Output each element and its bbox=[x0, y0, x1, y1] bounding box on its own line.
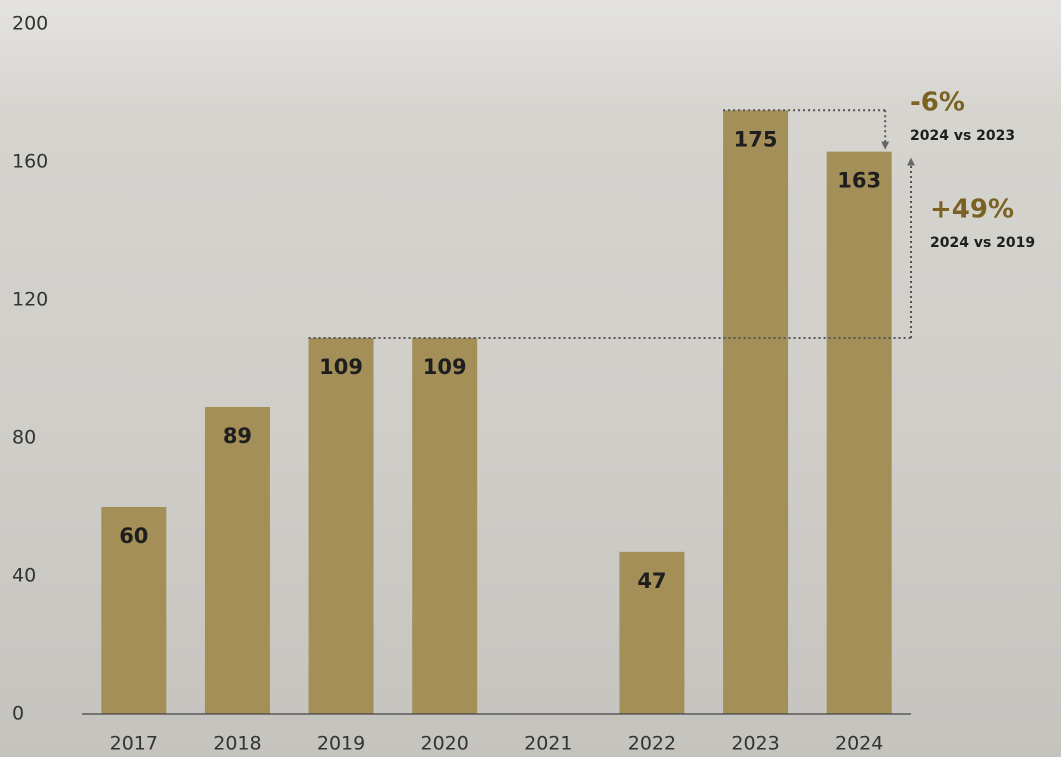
y-tick-label: 160 bbox=[12, 151, 48, 173]
value-label: 109 bbox=[423, 355, 467, 379]
value-label: 163 bbox=[837, 169, 881, 193]
annotation-note: 2024 vs 2023 bbox=[910, 128, 1015, 144]
bar bbox=[723, 110, 789, 714]
x-tick-label: 2024 bbox=[835, 733, 883, 755]
y-tick-label: 200 bbox=[12, 13, 48, 35]
x-tick-label: 2022 bbox=[628, 733, 676, 755]
value-label: 60 bbox=[119, 524, 148, 548]
bar bbox=[412, 337, 478, 714]
bar bbox=[826, 151, 892, 714]
x-tick-label: 2019 bbox=[317, 733, 365, 755]
bar bbox=[619, 551, 685, 714]
annotation: -6% bbox=[910, 88, 965, 118]
value-label: 89 bbox=[223, 424, 252, 448]
bar bbox=[308, 337, 374, 714]
x-tick-label: 2021 bbox=[524, 733, 572, 755]
bar bbox=[204, 406, 270, 714]
y-tick-label: 120 bbox=[12, 289, 48, 311]
annotation-note: 2024 vs 2019 bbox=[930, 235, 1035, 251]
value-label: 47 bbox=[637, 569, 666, 593]
y-tick-label: 0 bbox=[12, 703, 24, 725]
y-tick-label: 40 bbox=[12, 565, 36, 587]
value-label: 109 bbox=[319, 355, 363, 379]
x-tick-label: 2018 bbox=[213, 733, 261, 755]
annotation: +49% bbox=[930, 195, 1014, 225]
y-tick-label: 80 bbox=[12, 427, 36, 449]
x-tick-label: 2023 bbox=[731, 733, 779, 755]
x-tick-label: 2020 bbox=[421, 733, 469, 755]
bar bbox=[101, 507, 167, 714]
value-label: 175 bbox=[734, 127, 778, 151]
x-tick-label: 2017 bbox=[110, 733, 158, 755]
